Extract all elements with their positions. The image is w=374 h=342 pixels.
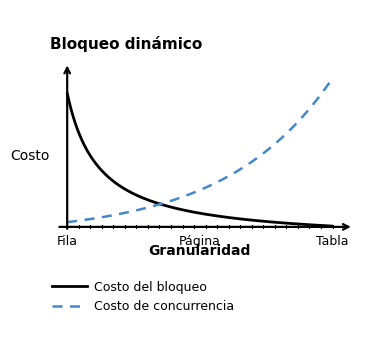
Legend: Costo del bloqueo, Costo de concurrencia: Costo del bloqueo, Costo de concurrencia <box>52 281 234 313</box>
Text: Bloqueo dinámico: Bloqueo dinámico <box>50 36 202 52</box>
Text: Granularidad: Granularidad <box>148 244 251 258</box>
Text: Tabla: Tabla <box>316 236 349 249</box>
Text: Costo: Costo <box>10 149 50 163</box>
Text: Página: Página <box>179 236 221 249</box>
Text: Fila: Fila <box>57 236 78 249</box>
